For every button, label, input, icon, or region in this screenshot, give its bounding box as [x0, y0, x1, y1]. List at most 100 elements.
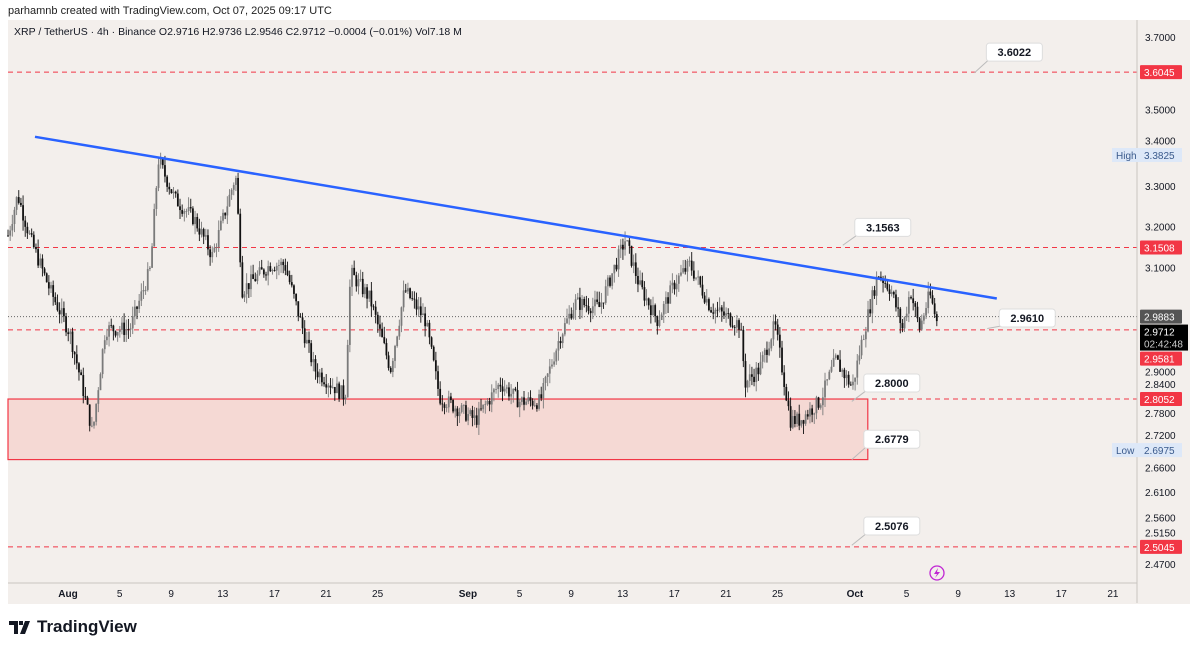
- candle-body: [531, 400, 534, 406]
- candle: [903, 316, 906, 333]
- candle: [168, 182, 171, 195]
- candle: [735, 314, 738, 333]
- candle: [97, 387, 100, 413]
- candle-body: [11, 224, 14, 231]
- tradingview-logo[interactable]: TradingView: [9, 617, 137, 637]
- candle: [594, 290, 596, 316]
- candle-body: [516, 390, 519, 408]
- candle: [50, 281, 52, 294]
- candle: [529, 390, 532, 407]
- candle: [35, 243, 37, 253]
- candle: [738, 318, 740, 338]
- candle: [284, 258, 287, 276]
- price-tick-label: 2.6100: [1145, 488, 1176, 499]
- candle: [213, 243, 216, 253]
- candle-body: [149, 267, 151, 270]
- candle-body: [920, 320, 923, 330]
- candle-body: [426, 322, 429, 327]
- candle: [763, 347, 766, 363]
- candle: [265, 271, 267, 281]
- candle-body: [17, 197, 20, 203]
- candle: [84, 386, 87, 400]
- candle: [316, 363, 319, 384]
- candle-body: [333, 387, 336, 394]
- chart-frame[interactable]: [8, 20, 1190, 604]
- candle: [873, 285, 876, 300]
- candle: [561, 332, 564, 349]
- candle-body: [301, 317, 304, 329]
- candle-body: [275, 265, 278, 271]
- candle-body: [903, 317, 906, 329]
- time-tick-label: 21: [320, 589, 332, 600]
- candle-body: [106, 336, 108, 341]
- candle: [538, 389, 540, 411]
- candle: [572, 302, 575, 320]
- candle: [204, 228, 207, 241]
- candle-body: [284, 265, 287, 271]
- time-tick-label: 21: [1107, 589, 1119, 600]
- callout-box: [863, 516, 921, 536]
- brand-name: TradingView: [37, 617, 137, 636]
- candle: [196, 213, 199, 232]
- candle: [585, 295, 588, 313]
- candle-body: [791, 416, 794, 428]
- candle-body: [890, 292, 893, 294]
- candle-body: [815, 397, 818, 414]
- candle-body: [688, 260, 691, 262]
- candle: [933, 297, 936, 319]
- candle-body: [632, 262, 635, 266]
- high-tag-value: 3.3825: [1144, 151, 1175, 162]
- candle: [804, 410, 807, 426]
- candle: [772, 314, 775, 346]
- candle-body: [376, 314, 379, 325]
- candle: [69, 328, 72, 345]
- candle-body: [97, 390, 100, 404]
- candle: [450, 392, 452, 404]
- candle: [99, 372, 102, 391]
- candle-body: [192, 208, 194, 225]
- candle-body: [802, 420, 805, 424]
- candle: [443, 402, 446, 415]
- candle: [546, 372, 549, 387]
- candle: [417, 296, 420, 317]
- candle: [267, 260, 270, 286]
- candle-body: [520, 397, 523, 402]
- candle-body: [241, 262, 244, 298]
- candle-body: [877, 276, 880, 278]
- candle-body: [278, 265, 280, 266]
- candle-body: [219, 220, 222, 231]
- candle: [755, 361, 758, 392]
- candle: [748, 364, 751, 388]
- candle: [665, 291, 667, 314]
- candle: [819, 403, 822, 410]
- candle: [172, 187, 175, 199]
- candle: [467, 407, 470, 426]
- candle-body: [71, 331, 74, 353]
- candle-body: [512, 388, 515, 394]
- candle-body: [611, 273, 614, 286]
- candle: [63, 301, 65, 323]
- candle: [293, 284, 295, 299]
- candle: [305, 331, 308, 345]
- candle: [583, 296, 586, 308]
- candle-body: [615, 264, 618, 270]
- candle-body: [858, 355, 861, 361]
- candle-body: [153, 208, 156, 247]
- candle-body: [254, 278, 257, 282]
- candle-body: [720, 307, 723, 312]
- candle-body: [703, 295, 706, 303]
- candle: [875, 271, 878, 305]
- candle: [230, 188, 233, 200]
- candle-body: [39, 258, 42, 266]
- candle: [710, 306, 712, 314]
- candle: [761, 351, 764, 369]
- candle-body: [912, 298, 915, 304]
- candle: [385, 338, 388, 360]
- price-tick-label: 2.6600: [1145, 463, 1176, 474]
- candle: [402, 280, 405, 312]
- candle-body: [108, 325, 110, 337]
- candle: [368, 290, 371, 302]
- candle: [860, 335, 863, 359]
- candle: [508, 382, 510, 401]
